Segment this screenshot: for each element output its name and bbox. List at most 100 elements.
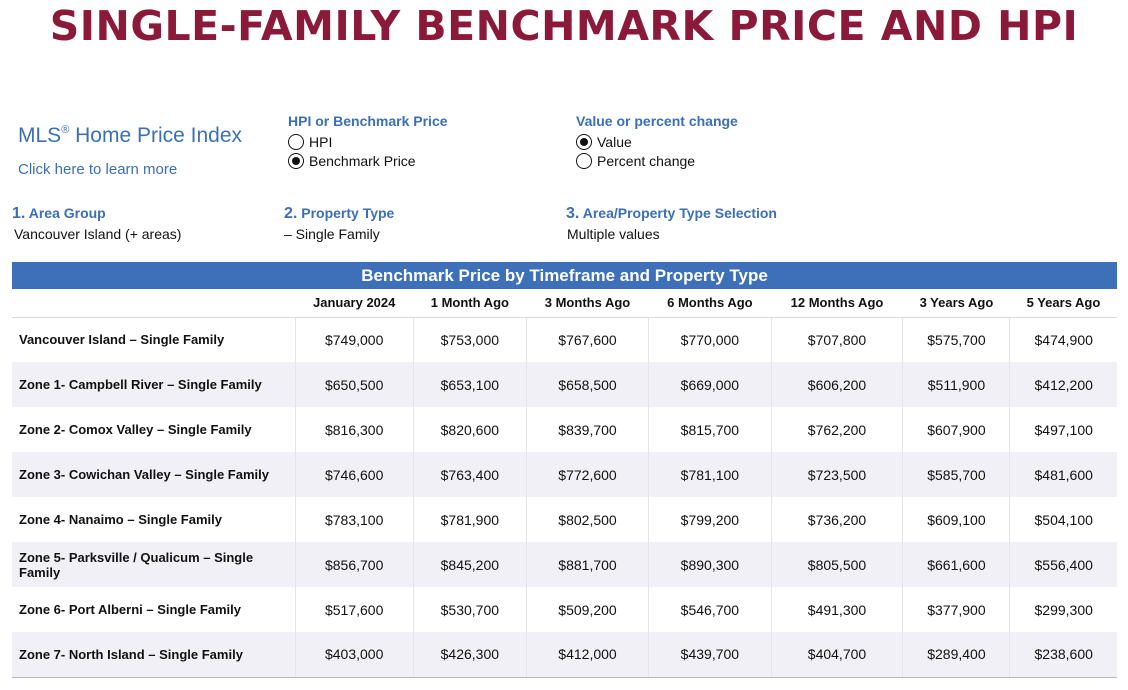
price-cell: $289,400 xyxy=(902,632,1011,678)
hpi-group-title: HPI or Benchmark Price xyxy=(288,113,448,129)
price-cell: $890,300 xyxy=(648,542,772,587)
price-cell: $609,100 xyxy=(902,497,1011,542)
table-row: Zone 7- North Island – Single Family $403… xyxy=(12,632,1117,678)
row-label: Zone 1- Campbell River – Single Family xyxy=(12,362,296,407)
price-cell: $783,100 xyxy=(295,497,414,542)
price-cell: $504,100 xyxy=(1034,511,1093,528)
price-cell: $497,100 xyxy=(1034,421,1093,438)
table-row: Zone 6- Port Alberni – Single Family $517… xyxy=(12,587,1117,632)
price-cell: $439,700 xyxy=(648,632,772,678)
price-cell: $781,100 xyxy=(648,452,772,497)
price-cell: $585,700 xyxy=(902,452,1011,497)
price-cell: $799,200 xyxy=(648,497,772,542)
price-cell: $881,700 xyxy=(526,542,650,587)
mls-hpi-title: MLS® Home Price Index xyxy=(18,124,243,147)
property-type-value[interactable]: – Single Family xyxy=(284,226,380,242)
price-cell: $546,700 xyxy=(648,587,772,632)
price-cell: $762,200 xyxy=(771,407,904,452)
price-cell: $511,900 xyxy=(902,362,1011,407)
filter-title: 2. Property Type xyxy=(284,205,395,222)
row-label: Zone 6- Port Alberni – Single Family xyxy=(12,587,296,632)
radio-button[interactable] xyxy=(288,133,304,150)
price-cell: $772,600 xyxy=(526,452,650,497)
page-title: SINGLE-FAMILY BENCHMARK PRICE AND HPI xyxy=(49,2,1079,50)
price-cell: $607,900 xyxy=(902,407,1011,452)
price-cell: $749,000 xyxy=(295,317,414,362)
radio-label: HPI xyxy=(309,133,333,150)
price-cell: $707,800 xyxy=(771,317,904,362)
price-cell: $669,000 xyxy=(648,362,772,407)
price-cell: $426,300 xyxy=(413,632,527,678)
price-cell: $530,700 xyxy=(413,587,527,632)
radio-option-hpi[interactable]: HPI xyxy=(288,132,448,151)
price-cell: $661,600 xyxy=(902,542,1011,587)
price-cell: $509,200 xyxy=(526,587,650,632)
table-row: Zone 3- Cowichan Valley – Single Family $… xyxy=(12,452,1117,497)
value-or-percent-group: Value or percent change Value Percent ch… xyxy=(576,113,738,170)
radio-label: Value xyxy=(597,133,632,150)
filter-property-type: 2. Property Type – Single Family xyxy=(284,205,394,242)
radio-button[interactable] xyxy=(288,152,304,169)
price-cell: $575,700 xyxy=(902,317,1011,362)
table-row: Zone 5- Parksville / Qualicum – Single F… xyxy=(12,542,1117,587)
price-cell: $653,100 xyxy=(413,362,527,407)
radio-button[interactable] xyxy=(576,133,592,150)
price-cell: $820,600 xyxy=(413,407,527,452)
table-banner: Benchmark Price by Timeframe and Propert… xyxy=(12,262,1117,289)
area-property-selection-value[interactable]: Multiple values xyxy=(567,226,660,242)
learn-more-link[interactable]: Click here to learn more xyxy=(18,161,178,178)
filter-area-property-selection: 3. Area/Property Type Selection Multiple… xyxy=(566,205,777,242)
radio-button[interactable] xyxy=(576,152,592,169)
price-cell: $412,000 xyxy=(526,632,650,678)
price-cell: $763,400 xyxy=(413,452,527,497)
table-row: Zone 4- Nanaimo – Single Family $783,100 $… xyxy=(12,497,1117,542)
price-cell: $770,000 xyxy=(648,317,772,362)
price-cell: $767,600 xyxy=(526,317,650,362)
price-cell: $856,700 xyxy=(295,542,414,587)
filter-area-group: 1. Area Group Vancouver Island (+ areas) xyxy=(12,205,181,242)
price-cell: $805,500 xyxy=(771,542,904,587)
price-cell: $781,900 xyxy=(413,497,527,542)
price-cell: $491,300 xyxy=(771,587,904,632)
column-header: 6 Months Ago xyxy=(648,289,772,318)
filter-title: 3. Area/Property Type Selection xyxy=(566,205,777,222)
radio-label: Benchmark Price xyxy=(309,152,416,169)
price-cell: $815,700 xyxy=(648,407,772,452)
price-cell: $517,600 xyxy=(295,587,414,632)
radio-option-benchmark-price[interactable]: Benchmark Price xyxy=(288,151,448,170)
radio-label: Percent change xyxy=(597,152,696,169)
price-cell: $736,200 xyxy=(771,497,904,542)
hpi-or-benchmark-group: HPI or Benchmark Price HPI Benchmark Pri… xyxy=(288,113,448,170)
column-header: 5 Years Ago xyxy=(1009,289,1117,318)
row-label: Zone 7- North Island – Single Family xyxy=(12,632,296,678)
price-cell: $606,200 xyxy=(771,362,904,407)
price-cell: $839,700 xyxy=(526,407,650,452)
column-header: January 2024 xyxy=(295,289,414,318)
price-cell: $481,600 xyxy=(1009,452,1117,497)
price-cell: $404,700 xyxy=(771,632,904,678)
radio-option-percent-change[interactable]: Percent change xyxy=(576,151,738,170)
radio-option-value[interactable]: Value xyxy=(576,132,738,151)
column-header: 3 Months Ago xyxy=(526,289,649,318)
price-cell: $723,500 xyxy=(771,452,904,497)
area-group-value[interactable]: Vancouver Island (+ areas) xyxy=(14,226,182,242)
price-cell: $299,300 xyxy=(1034,601,1093,618)
row-label: Zone 5- Parksville / Qualicum – Single F… xyxy=(12,542,296,587)
value-group-title: Value or percent change xyxy=(576,113,738,129)
column-header: 12 Months Ago xyxy=(771,289,903,318)
price-cell: $474,900 xyxy=(1034,331,1093,348)
price-cell: $238,600 xyxy=(1009,632,1117,678)
table-row: Vancouver Island – Single Family $749,000… xyxy=(12,317,1117,362)
column-header-blank xyxy=(12,289,295,318)
price-cell: $403,000 xyxy=(295,632,414,678)
price-cell: $412,200 xyxy=(1009,362,1117,407)
price-cell: $816,300 xyxy=(295,407,414,452)
table-row: Zone 2- Comox Valley – Single Family $816… xyxy=(12,407,1117,452)
row-label: Zone 4- Nanaimo – Single Family xyxy=(12,497,296,542)
price-cell: $746,600 xyxy=(295,452,414,497)
row-label: Zone 2- Comox Valley – Single Family xyxy=(12,407,296,452)
benchmark-price-table: January 2024 1 Month Ago 3 Months Ago 6 … xyxy=(12,289,1117,678)
price-cell: $658,500 xyxy=(526,362,650,407)
column-header: 3 Years Ago xyxy=(902,289,1010,318)
filter-title: 1. Area Group xyxy=(12,205,106,222)
